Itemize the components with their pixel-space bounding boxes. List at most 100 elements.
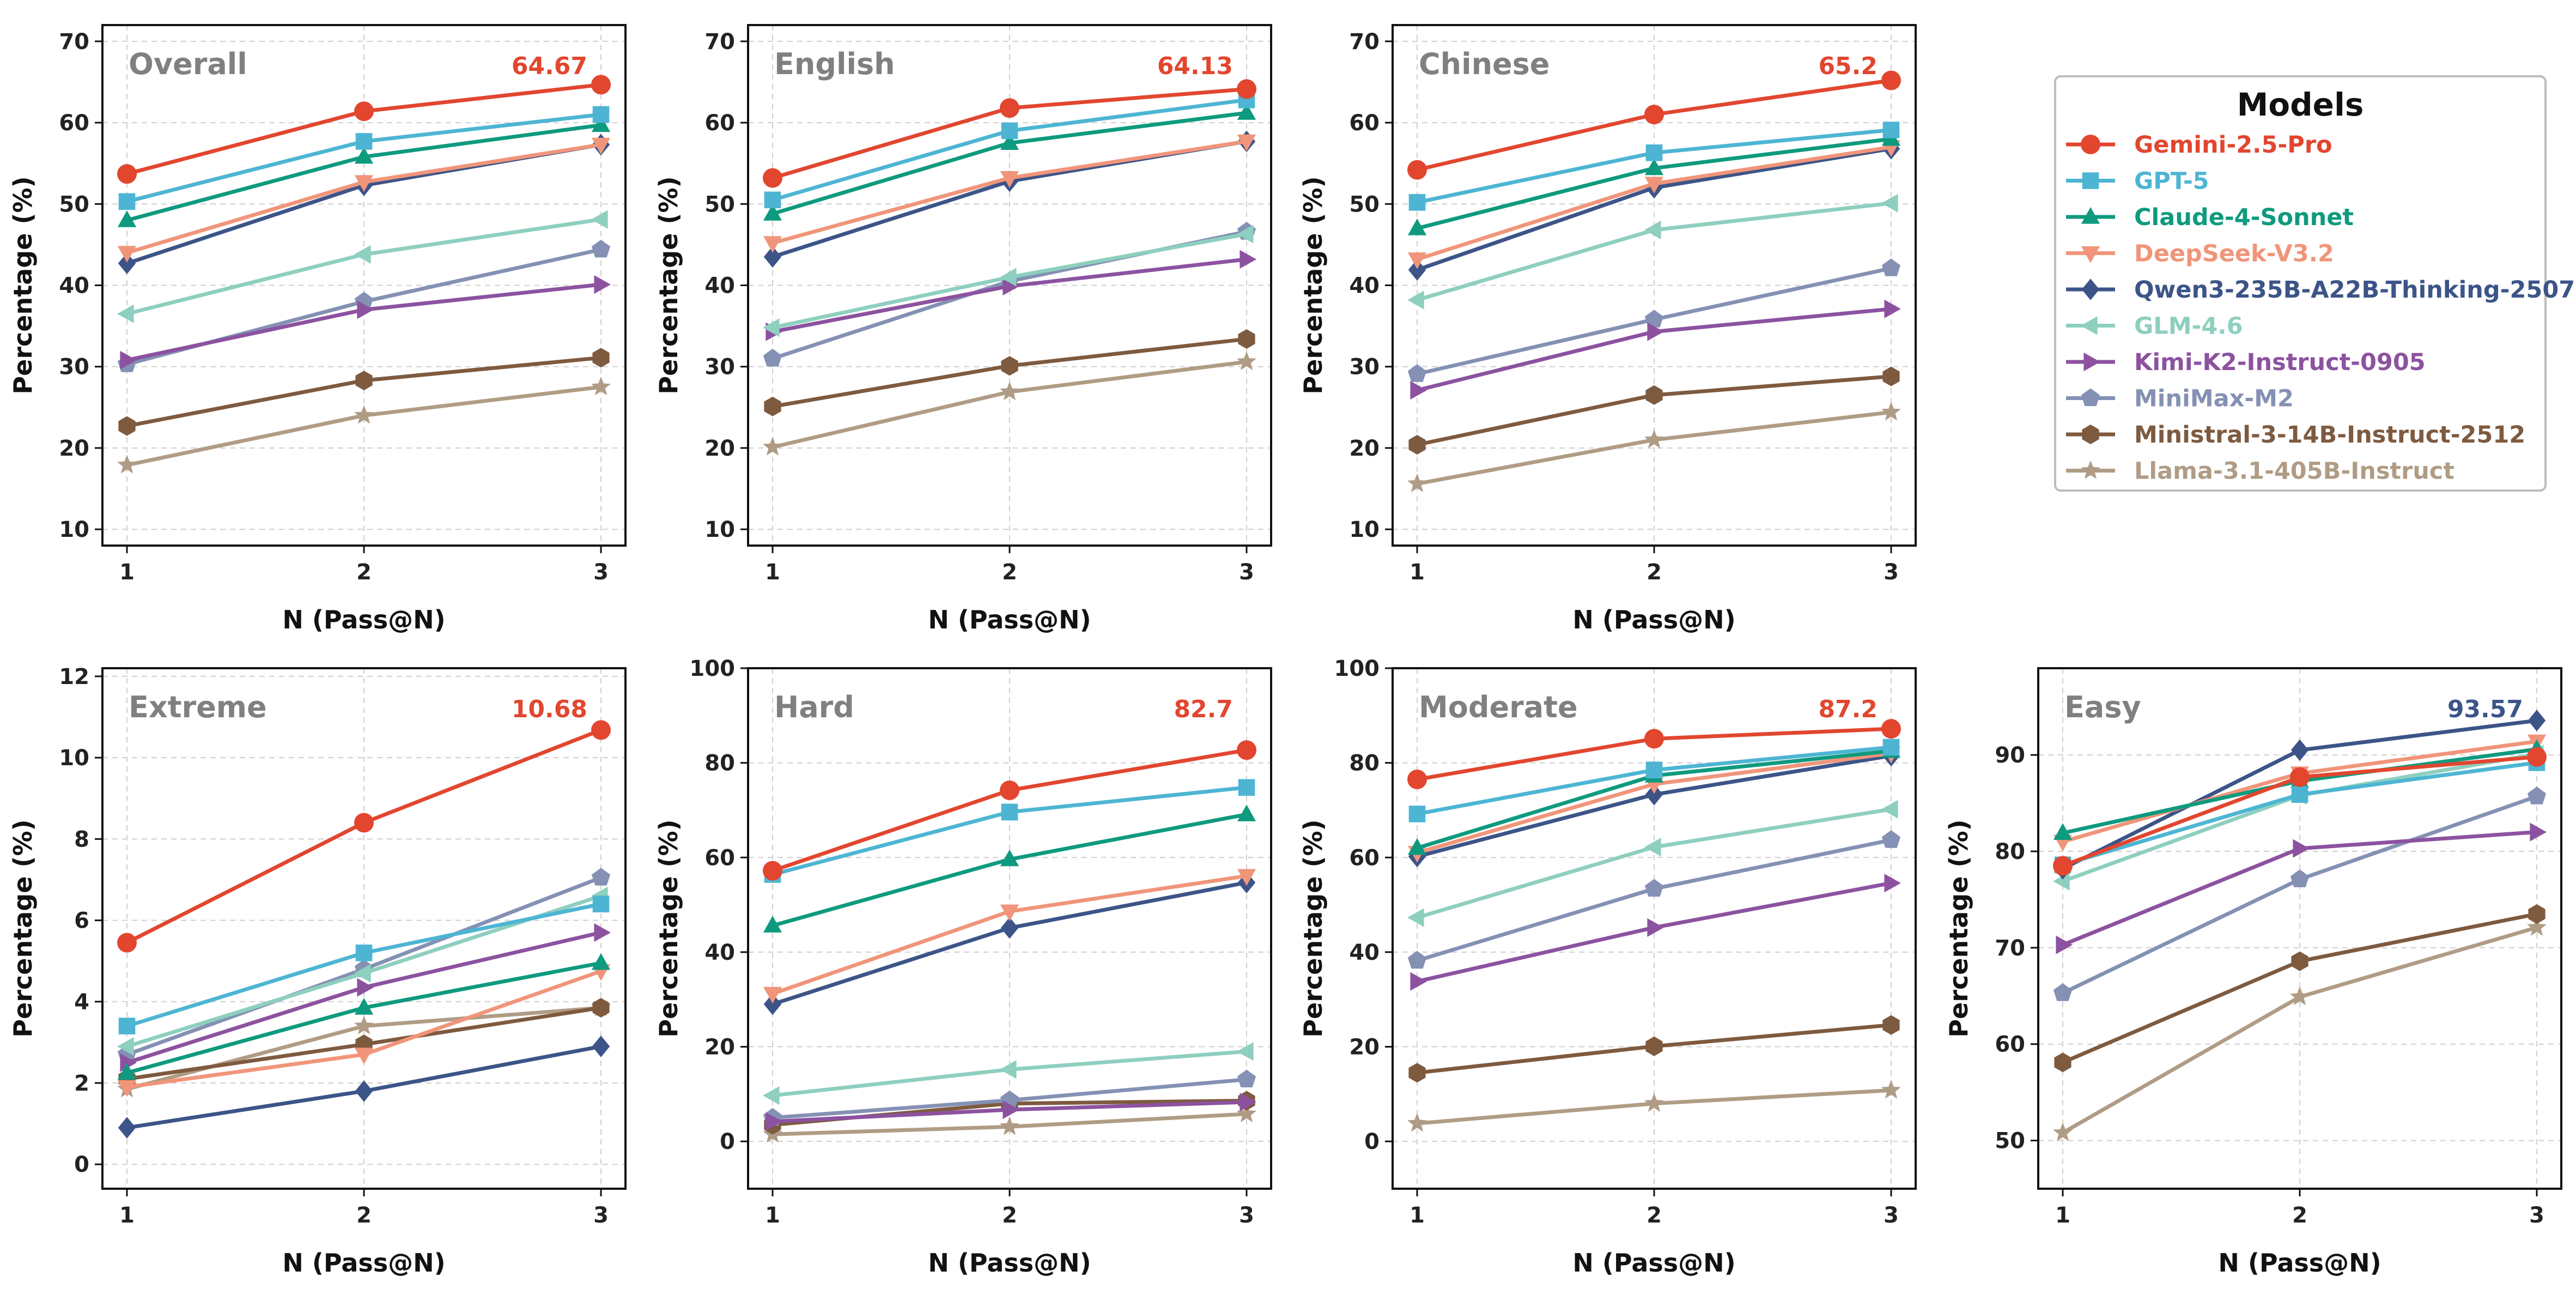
data-point xyxy=(357,300,374,319)
x-axis-label: N (Pass@N) xyxy=(2218,1248,2381,1278)
data-point xyxy=(1237,103,1256,120)
data-point xyxy=(1000,382,1019,401)
series-gemini-2-5-pro xyxy=(2053,747,2547,876)
x-tick-label: 3 xyxy=(1884,560,1899,585)
legend-marker xyxy=(2081,460,2100,479)
data-point xyxy=(2053,856,2073,876)
data-point xyxy=(1645,1036,1663,1056)
series-minimax-m2 xyxy=(2053,786,2547,1001)
data-point xyxy=(354,1015,374,1034)
data-point xyxy=(763,987,782,1004)
legend-marker xyxy=(2081,316,2098,335)
series-glm-4-6 xyxy=(1407,193,1898,310)
data-point xyxy=(1237,134,1256,152)
y-tick-label: 50 xyxy=(704,192,735,217)
data-point xyxy=(592,998,610,1018)
data-point xyxy=(354,813,374,833)
data-point xyxy=(1407,770,1427,790)
series-claude-4-sonnet xyxy=(763,804,1256,933)
series-llama-3-1-405b-instruct xyxy=(1407,402,1901,492)
data-point xyxy=(1882,739,1900,756)
data-point xyxy=(763,318,780,337)
series-qwen3-235b-a22b-thinking-2507 xyxy=(118,1036,610,1139)
legend-entry-qwen3-235b-a22b-thinking-2507: Qwen3-235B-A22B-Thinking-2507 xyxy=(2066,276,2575,304)
data-point xyxy=(354,147,374,164)
data-point xyxy=(1644,729,1664,749)
data-point xyxy=(354,405,374,424)
x-tick-label: 2 xyxy=(356,1203,372,1228)
data-point xyxy=(1000,849,1019,867)
data-point xyxy=(1647,322,1664,341)
legend-label: GPT-5 xyxy=(2134,168,2209,195)
y-tick-label: 10 xyxy=(59,517,89,542)
y-tick-label: 8 xyxy=(74,827,89,852)
legend-label: DeepSeek-V3.2 xyxy=(2134,240,2334,268)
data-point xyxy=(2290,987,2310,1006)
series-minimax-m2 xyxy=(763,1069,1256,1126)
x-tick-label: 1 xyxy=(1409,560,1425,585)
data-point xyxy=(354,101,374,122)
series-glm-4-6 xyxy=(763,1042,1254,1105)
best-value-annotation: 82.7 xyxy=(1174,695,1233,723)
series-claude-4-sonnet xyxy=(117,115,611,227)
y-tick-label: 70 xyxy=(59,29,89,55)
y-tick-label: 60 xyxy=(704,845,735,870)
y-axis-label: Percentage (%) xyxy=(1298,176,1328,394)
legend-title: Models xyxy=(2237,86,2364,123)
y-tick-label: 100 xyxy=(690,656,736,681)
data-point xyxy=(765,1112,782,1131)
best-value-annotation: 10.68 xyxy=(512,695,587,723)
data-point xyxy=(763,437,782,456)
series-gemini-2-5-pro xyxy=(1407,719,1901,790)
data-point xyxy=(1237,740,1256,760)
data-point xyxy=(1240,1093,1256,1112)
series-ministral-3-14b-instruct-2512 xyxy=(1408,1015,1900,1083)
legend-entry-claude-4-sonnet: Claude-4-Sonnet xyxy=(2066,204,2354,231)
series-glm-4-6 xyxy=(117,210,608,323)
data-point xyxy=(117,1080,137,1097)
x-tick-label: 1 xyxy=(765,1203,780,1228)
series-ministral-3-14b-instruct-2512 xyxy=(2054,904,2545,1073)
data-point xyxy=(763,993,782,1015)
y-tick-label: 40 xyxy=(1349,940,1380,965)
data-point xyxy=(1000,133,1019,150)
legend-label: Ministral-3-14B-Instruct-2512 xyxy=(2134,421,2525,449)
series-gpt-5 xyxy=(118,106,610,210)
series-kimi-k2-instruct-0905 xyxy=(765,250,1256,341)
data-point xyxy=(764,191,781,209)
data-point xyxy=(1408,1063,1426,1083)
legend-marker xyxy=(2081,388,2100,407)
legend-label: Gemini-2.5-Pro xyxy=(2134,131,2332,159)
panel-title: Hard xyxy=(774,690,854,724)
data-point xyxy=(1001,122,1018,140)
data-point xyxy=(1407,1113,1427,1132)
data-point xyxy=(1408,806,1426,822)
data-point xyxy=(117,246,137,263)
data-point xyxy=(2528,904,2545,924)
y-tick-label: 20 xyxy=(59,436,89,461)
data-point xyxy=(1237,1069,1256,1087)
data-point xyxy=(1237,1103,1256,1123)
y-axis-label: Percentage (%) xyxy=(1298,819,1328,1037)
legend-marker xyxy=(2081,246,2100,263)
y-tick-label: 80 xyxy=(1995,839,2025,864)
legend-label: GLM-4.6 xyxy=(2134,313,2243,340)
x-tick-label: 2 xyxy=(1002,560,1017,585)
data-point xyxy=(354,1048,374,1064)
panel-overall: 10 20 30 40 50 60 70 1 2 3 N (Pass@N) Percentage (%… xyxy=(8,24,627,634)
y-tick-label: 40 xyxy=(704,940,735,965)
x-axis-label: N (Pass@N) xyxy=(282,605,445,634)
y-tick-label: 20 xyxy=(1349,436,1380,461)
data-point xyxy=(355,1080,373,1102)
data-point xyxy=(1644,838,1661,857)
data-point xyxy=(1647,918,1664,937)
data-point xyxy=(355,371,373,391)
data-point xyxy=(591,115,611,132)
data-point xyxy=(118,1018,136,1034)
legend-label: Kimi-K2-Instruct-0905 xyxy=(2134,349,2426,376)
y-tick-label: 50 xyxy=(1349,192,1380,217)
data-point xyxy=(763,1086,780,1105)
best-value-annotation: 65.2 xyxy=(1818,52,1878,80)
data-point xyxy=(1644,1093,1664,1112)
